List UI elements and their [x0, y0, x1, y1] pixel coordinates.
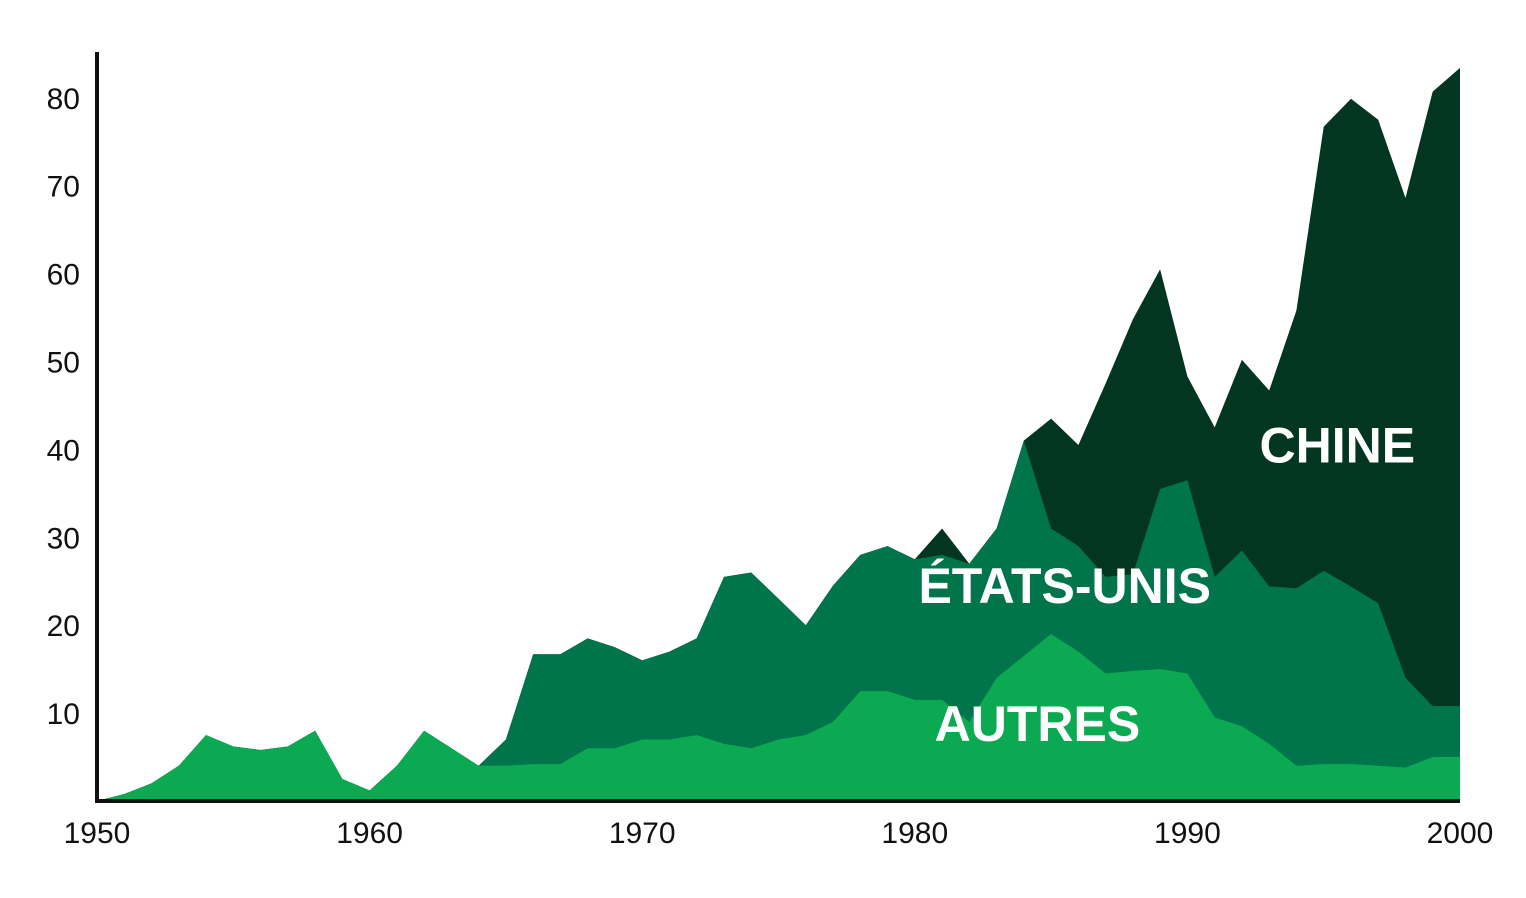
y-tick-label: 60 [47, 259, 80, 292]
y-tick-label: 10 [47, 698, 80, 731]
series-label-chine: CHINE [1260, 418, 1416, 474]
y-tick-label: 40 [47, 434, 80, 467]
x-tick-label: 1970 [609, 817, 676, 850]
x-tick-label: 1980 [881, 817, 948, 850]
x-tick-label: 1990 [1154, 817, 1221, 850]
x-tick-label: 1950 [64, 817, 131, 850]
y-tick-label: 50 [47, 347, 80, 380]
x-tick-label: 1960 [336, 817, 403, 850]
series-label-autres: AUTRES [935, 696, 1141, 752]
series-labels: AUTRES ÉTATS-UNIS CHINE [918, 418, 1415, 753]
x-tick-label: 2000 [1427, 817, 1494, 850]
y-tick-label: 30 [47, 522, 80, 555]
y-tick-label: 20 [47, 610, 80, 643]
y-tick-label: 80 [47, 83, 80, 116]
tick-labels: 1950 1960 1970 1980 1990 2000 10 20 30 40 50 60 70 80 [47, 83, 1494, 850]
area-layers [97, 67, 1460, 801]
series-label--tats-unis: ÉTATS-UNIS [918, 558, 1211, 614]
y-tick-label: 70 [47, 171, 80, 204]
area-autres [97, 634, 1460, 801]
axes [95, 52, 1460, 803]
